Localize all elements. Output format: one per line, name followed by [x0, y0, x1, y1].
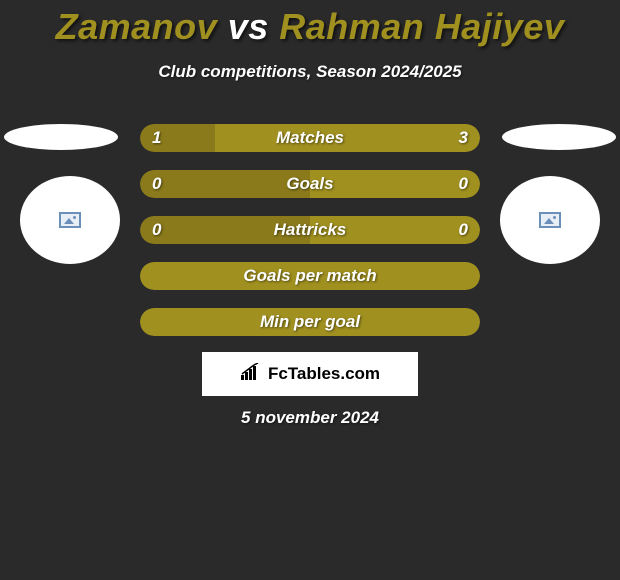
stat-bar: 13Matches — [140, 124, 480, 152]
bars-logo-icon — [240, 363, 262, 386]
decor-ellipse-right — [502, 124, 616, 150]
player1-avatar — [20, 176, 120, 264]
subtitle: Club competitions, Season 2024/2025 — [0, 62, 620, 82]
stat-label: Goals per match — [140, 262, 480, 290]
stat-label: Hattricks — [140, 216, 480, 244]
stat-bars: 13Matches 00Goals 00Hattricks Goals per mat… — [140, 124, 480, 354]
stat-bar: Goals per match — [140, 262, 480, 290]
brand-footer[interactable]: FcTables.com — [202, 352, 418, 396]
date-text: 5 november 2024 — [0, 408, 620, 428]
decor-ellipse-left — [4, 124, 118, 150]
player2-name: Rahman Hajiyev — [279, 6, 564, 47]
vs-text: vs — [228, 6, 269, 47]
stat-label: Min per goal — [140, 308, 480, 336]
comparison-title: Zamanov vs Rahman Hajiyev — [0, 0, 620, 48]
brand-text: FcTables.com — [268, 364, 380, 384]
image-placeholder-icon — [59, 212, 81, 228]
stat-bar: Min per goal — [140, 308, 480, 336]
player2-avatar — [500, 176, 600, 264]
stat-bar: 00Goals — [140, 170, 480, 198]
stat-label: Matches — [140, 124, 480, 152]
image-placeholder-icon — [539, 212, 561, 228]
stat-label: Goals — [140, 170, 480, 198]
player1-name: Zamanov — [56, 6, 218, 47]
stat-bar: 00Hattricks — [140, 216, 480, 244]
